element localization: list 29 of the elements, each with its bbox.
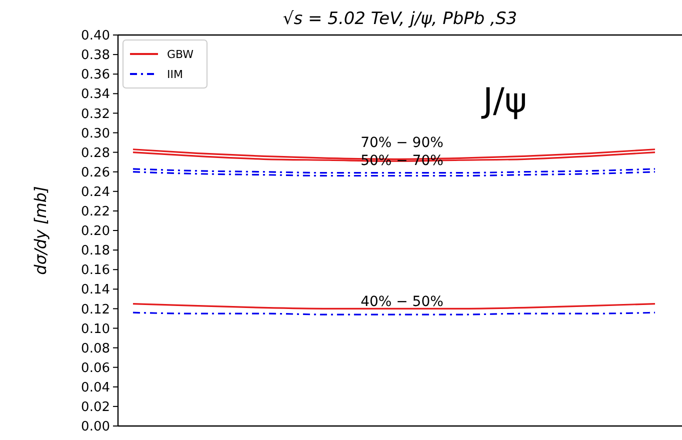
- y-tick-label: 0.26: [81, 165, 110, 180]
- y-tick-label: 0.16: [81, 263, 110, 278]
- annotation: 40% − 50%: [360, 294, 444, 310]
- y-tick-label: 0.18: [81, 244, 110, 259]
- annotation: J/ψ: [481, 81, 527, 121]
- y-tick-label: 0.00: [81, 420, 110, 435]
- y-tick-label: 0.30: [81, 126, 110, 142]
- y-tick-label: 0.28: [81, 146, 110, 161]
- y-tick-label: 0.08: [81, 341, 110, 356]
- y-tick-label: 0.38: [81, 48, 110, 64]
- y-tick-label: 0.40: [81, 28, 110, 44]
- y-tick-label: 0.34: [81, 87, 110, 102]
- y-tick-label: 0.36: [81, 68, 110, 83]
- y-tick-label: 0.06: [81, 360, 110, 376]
- chart-title: √s = 5.02 TeV, j/ψ, PbPb ,S3: [282, 9, 518, 29]
- y-tick-label: 0.32: [81, 106, 110, 122]
- y-tick-label: 0.22: [81, 204, 110, 220]
- annotation: 70% − 90%: [360, 135, 444, 151]
- y-tick-label: 0.14: [81, 282, 110, 298]
- y-tick-label: 0.24: [81, 184, 110, 200]
- y-tick-label: 0.10: [81, 322, 110, 337]
- y-tick-label: 0.02: [81, 400, 110, 415]
- y-tick-label: 0.20: [81, 224, 110, 240]
- y-axis-title: dσ/dy [mb]: [31, 186, 50, 275]
- y-tick-label: 0.04: [81, 380, 110, 396]
- y-tick-label: 0.12: [81, 302, 110, 318]
- legend-label: GBW: [167, 48, 194, 61]
- annotation: 50% − 70%: [360, 153, 444, 169]
- legend-label: IIM: [167, 68, 183, 81]
